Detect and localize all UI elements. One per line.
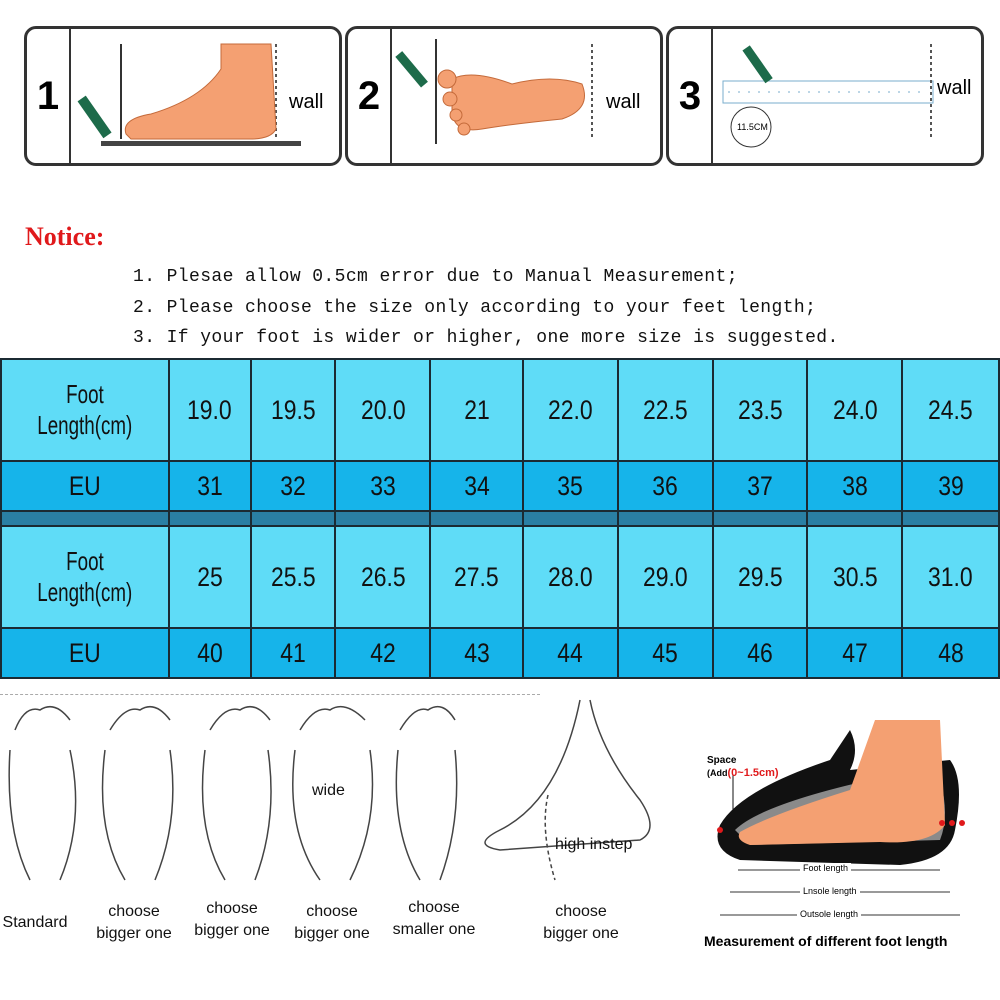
foot-length-cell: 22.0 <box>522 358 619 462</box>
wall-label: wall <box>606 91 641 113</box>
heel-against-wall-foot-icon <box>77 43 301 146</box>
eu-size-cell: 46 <box>711 627 809 679</box>
ruler-badge: 11.5CM <box>737 122 768 132</box>
row-header: EU <box>0 627 170 679</box>
foot-length-cell: 20.0 <box>334 358 432 462</box>
step-2-panel: 2 wall <box>345 26 663 166</box>
foot-length-cell: 19.5 <box>249 358 337 462</box>
foot-length-cell: 24.0 <box>806 358 904 462</box>
step-3-panel: 3 11.5CM wall <box>666 26 984 166</box>
eu-size-cell: 40 <box>167 627 252 679</box>
row-header: EU <box>0 460 170 512</box>
row-header: Foot Length(cm) <box>0 358 170 462</box>
eu-size-cell: 39 <box>901 460 1000 512</box>
separator-cell <box>334 510 432 527</box>
foot-length-cell: 26.5 <box>334 525 432 629</box>
foot-length-cell: 29.5 <box>711 525 809 629</box>
foot-length-row: Foot Length(cm) 19.0 19.5 20.0 21 22.0 22.5 23.… <box>0 358 1000 462</box>
divider <box>0 694 540 695</box>
notice-line-2: 2. Please choose the size only according… <box>133 298 817 318</box>
outsole-length-label: Outsole length <box>797 909 862 919</box>
foot-length-cell: 27.5 <box>429 525 525 629</box>
foot-length-cell: 29.0 <box>616 525 714 629</box>
separator-cell <box>167 510 252 527</box>
eu-size-cell: 36 <box>616 460 714 512</box>
eu-size-cell: 31 <box>167 460 252 512</box>
notice-line-3: 3. If your foot is wider or higher, one … <box>133 328 839 348</box>
eu-size-cell: 32 <box>249 460 337 512</box>
size-table: Foot Length(cm) 19.0 19.5 20.0 21 22.0 22.5 23.… <box>0 358 1000 679</box>
eu-size-cell: 44 <box>522 627 619 679</box>
measurement-caption: Measurement of different foot length <box>704 933 948 949</box>
foot-length-cell: 30.5 <box>806 525 904 629</box>
foot-length-cell: 23.5 <box>711 358 809 462</box>
eu-size-cell: 42 <box>334 627 432 679</box>
ruler-measurement-icon <box>722 44 934 148</box>
separator-cell <box>616 510 714 527</box>
separator-cell <box>711 510 809 527</box>
high-instep-annotation: high instep <box>555 836 633 853</box>
wall-label: wall <box>289 91 324 113</box>
separator-row <box>0 510 1000 527</box>
shoe-foot-measurement-icon <box>717 720 965 916</box>
eu-size-cell: 48 <box>901 627 1000 679</box>
eu-size-cell: 34 <box>429 460 525 512</box>
eu-size-cell: 45 <box>616 627 714 679</box>
notice-title: Notice: <box>25 222 105 251</box>
eu-size-cell: 37 <box>711 460 809 512</box>
foot-type-caption: choose bigger one <box>294 903 370 942</box>
step-number: 1 <box>27 29 71 163</box>
step-1-panel: 1 wall <box>24 26 342 166</box>
eu-size-cell: 33 <box>334 460 432 512</box>
foot-length-cell: 24.5 <box>901 358 1000 462</box>
foot-top-view-icon <box>395 39 593 144</box>
foot-length-cell: 22.5 <box>616 358 714 462</box>
foot-length-cell: 19.0 <box>167 358 252 462</box>
separator-cell <box>522 510 619 527</box>
foot-length-cell: 31.0 <box>901 525 1000 629</box>
foot-type-caption: choose smaller one <box>392 899 476 938</box>
eu-row: EU 40 41 42 43 44 45 46 47 48 <box>0 627 1000 679</box>
foot-length-cell: 25 <box>167 525 252 629</box>
foot-length-cell: 21 <box>429 358 525 462</box>
separator-cell <box>249 510 337 527</box>
row-header: Foot Length(cm) <box>0 525 170 629</box>
foot-types-illustration <box>8 699 651 881</box>
wall-label: wall <box>937 77 972 99</box>
space-label: Space <box>707 755 737 766</box>
insole-length-label: Lnsole length <box>800 886 860 896</box>
foot-type-caption: choose bigger one <box>96 903 172 942</box>
eu-size-cell: 43 <box>429 627 525 679</box>
separator-cell <box>806 510 904 527</box>
eu-size-cell: 35 <box>522 460 619 512</box>
notice-line-1: 1. Plesae allow 0.5cm error due to Manua… <box>133 267 738 287</box>
foot-length-label: Foot length <box>800 863 852 873</box>
add-label: (Add(0~1.5cm) <box>707 767 779 779</box>
foot-length-row: Foot Length(cm) 25 25.5 26.5 27.5 28.0 29.0 29.… <box>0 525 1000 629</box>
eu-size-cell: 47 <box>806 627 904 679</box>
foot-type-caption: Standard <box>2 914 68 931</box>
separator-cell <box>901 510 1000 527</box>
separator-cell <box>429 510 525 527</box>
foot-type-caption: choose bigger one <box>543 903 619 942</box>
foot-length-cell: 28.0 <box>522 525 619 629</box>
eu-size-cell: 41 <box>249 627 337 679</box>
eu-row: EU 31 32 33 34 35 36 37 38 39 <box>0 460 1000 512</box>
foot-type-caption: choose bigger one <box>194 900 270 939</box>
step-number: 3 <box>669 29 713 163</box>
foot-length-cell: 25.5 <box>249 525 337 629</box>
eu-size-cell: 38 <box>806 460 904 512</box>
step-number: 2 <box>348 29 392 163</box>
wide-annotation: wide <box>312 782 345 799</box>
